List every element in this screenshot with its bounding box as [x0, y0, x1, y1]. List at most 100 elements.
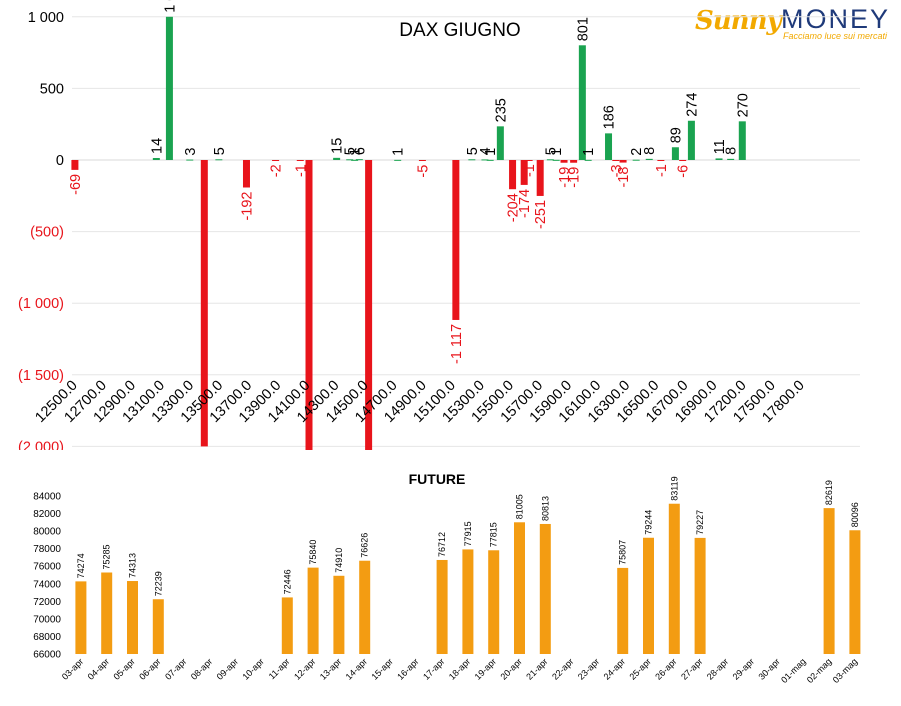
chart2-data-label: 80096 [850, 502, 860, 527]
chart2-bar [462, 549, 474, 654]
chart1-bar [418, 160, 426, 161]
chart2-x-tick-label: 08-apr [189, 656, 214, 681]
chart2-x-tick-label: 05-apr [111, 656, 136, 681]
chart2-data-label: 75285 [102, 544, 112, 569]
chart1-bar [272, 160, 280, 161]
chart1-data-label: -204 [506, 193, 522, 222]
chart1-bar [727, 158, 735, 160]
chart2-data-label: 82619 [824, 480, 834, 505]
chart2-bar [127, 581, 138, 654]
chart1-bar [496, 126, 504, 160]
chart1-bar [687, 120, 695, 160]
chart2-data-label: 72239 [153, 571, 163, 596]
chart1-data-label: 801 [575, 17, 591, 41]
chart2-x-tick-label: 24-apr [602, 656, 627, 681]
chart2-data-label: 75840 [308, 540, 318, 565]
chart1-data-label: 2 [629, 148, 645, 156]
chart1-bar [165, 16, 173, 160]
chart1-y-tick-label: 500 [40, 81, 64, 97]
chart1-bar [632, 159, 640, 161]
chart2-x-tick-label: 07-apr [163, 656, 188, 681]
chart2-x-tick-label: 10-apr [240, 656, 265, 681]
chart1-bar [486, 159, 494, 161]
chart2-bar [436, 559, 448, 654]
chart1-data-label: 14 [149, 138, 165, 154]
chart1-data-label: 15 [330, 138, 346, 154]
chart2-y-tick-label: 74000 [33, 579, 61, 590]
chart1-bar [509, 160, 517, 190]
chart2-data-label: 75807 [618, 540, 628, 565]
chart1-bar [612, 160, 620, 161]
chart2-x-tick-label: 06-apr [137, 656, 162, 681]
chart1-data-label: 186 [602, 105, 618, 129]
chart2-x-tick-label: 28-apr [705, 656, 730, 681]
chart1-bar [452, 160, 460, 320]
chart2-x-tick-label: 21-apr [524, 656, 549, 681]
chart1-data-label: 5 [465, 147, 481, 155]
chart2-y-tick-label: 68000 [33, 632, 61, 643]
chart1-bar [546, 159, 554, 161]
chart1-data-label: -5 [415, 165, 431, 178]
chart1-bar [333, 157, 341, 160]
chart2-y-tick-label: 72000 [33, 597, 61, 608]
chart2-data-label: 76626 [360, 533, 370, 558]
chart1-data-label: 4 [478, 147, 494, 155]
chart2-data-label: 72446 [282, 569, 292, 594]
chart2-x-tick-label: 16-apr [395, 656, 420, 681]
chart2-bar [823, 508, 835, 654]
chart1-bar [570, 160, 578, 163]
chart2-bar [307, 567, 319, 654]
chart1-bar [355, 159, 363, 161]
chart2-x-tick-label: 14-apr [344, 656, 369, 681]
chart2-x-tick-label: 22-apr [550, 656, 575, 681]
chart1-data-label: 1 [391, 148, 407, 156]
chart2-bar [617, 567, 629, 654]
brand-tagline: Facciamo luce sui mercati [783, 31, 888, 41]
chart1-bar [365, 160, 373, 450]
chart1-bar [578, 45, 586, 160]
chart1-data-label: -69 [68, 174, 84, 195]
chart1-bar [584, 159, 592, 161]
chart1-data-label: 3 [183, 147, 199, 155]
chart1-y-tick-label: (1 500) [18, 368, 64, 384]
chart2-bar [75, 581, 87, 654]
chart1-y-tick-label: 0 [56, 153, 64, 169]
chart2-x-tick-label: 18-apr [447, 656, 472, 681]
chart2-x-tick-label: 12-apr [292, 656, 317, 681]
chart1-data-label: 6 [352, 147, 368, 155]
chart2-bar [333, 575, 345, 654]
chart2-data-labels: 74274 75285 74313 72239 72446 75840 74910 76626… [76, 476, 860, 596]
chart1-bar [186, 159, 194, 161]
chart1-data-label: -19 [567, 167, 583, 188]
chart1-bar [619, 160, 627, 163]
chart1-bar [738, 121, 746, 160]
chart1-data-label: 1 000 [162, 0, 178, 13]
chart1-bar [679, 160, 687, 161]
chart1-bar [242, 160, 250, 188]
chart1-data-label: 8 [642, 147, 658, 155]
chart2-data-label: 79227 [695, 510, 705, 535]
chart1-bar [560, 160, 568, 163]
chart2-bar [101, 572, 113, 654]
chart1-bar [605, 133, 613, 160]
chart2-x-tick-label: 26-apr [653, 656, 678, 681]
chart1-data-label: -2 [269, 164, 285, 177]
chart2-x-tick-label: 13-apr [318, 656, 343, 681]
brand-name-money: MONEY [781, 4, 891, 34]
chart2-x-tick-label: 23-apr [576, 656, 601, 681]
chart1-data-label: -3 [609, 164, 625, 177]
chart2-data-label: 81005 [515, 494, 525, 519]
chart2-data-label: 74313 [128, 553, 138, 578]
brand-logo: Sunny MONEY Facciamo luce sui mercati [695, 4, 895, 44]
chart1-bar [536, 160, 544, 196]
chart2-x-tick-label: 19-apr [473, 656, 498, 681]
chart2-title: FUTURE [409, 471, 466, 487]
future-chart: FUTURE 66000 68000 70000 72000 74000 76000 780… [33, 471, 861, 685]
chart1-data-label: 270 [735, 93, 751, 117]
chart1-bar [715, 158, 723, 160]
chart2-x-tick-label: 20-apr [498, 656, 523, 681]
chart1-data-label: -1 [522, 164, 538, 177]
chart2-x-tick-label: 03-apr [60, 656, 85, 681]
chart2-x-tick-label: 11-apr [267, 656, 292, 681]
